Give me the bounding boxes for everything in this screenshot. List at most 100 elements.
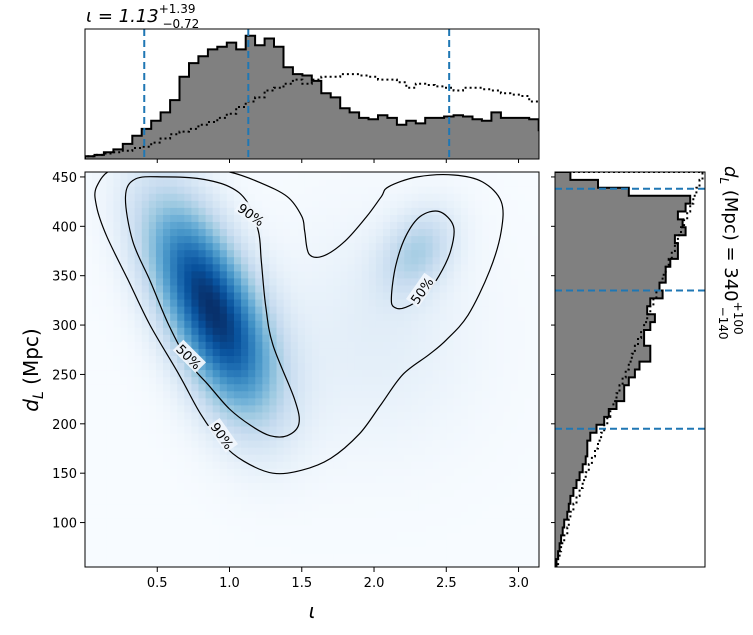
heatmap-cell (319, 306, 327, 314)
heatmap-cell (517, 362, 526, 371)
heatmap-cell (368, 228, 377, 237)
heatmap-cell (297, 179, 306, 187)
heatmap-cell (191, 404, 200, 413)
heatmap-cell (113, 313, 122, 321)
heatmap-cell (233, 327, 242, 335)
heatmap-cell (326, 348, 334, 356)
heatmap-cell (184, 559, 192, 567)
heatmap-cell (404, 538, 412, 547)
heatmap-cell (446, 489, 455, 498)
heatmap-cell (141, 538, 150, 547)
heatmap-cell (468, 531, 476, 540)
heatmap-cell (304, 545, 313, 554)
heatmap-cell (333, 531, 341, 540)
heatmap-cell (170, 454, 178, 462)
contour-label-background (207, 417, 239, 453)
top-panel-ticks (156, 159, 520, 163)
heatmap-cell (85, 397, 93, 406)
heatmap-cell (397, 256, 405, 265)
heatmap-cell (170, 348, 178, 356)
heatmap-cell (375, 425, 384, 434)
heatmap-cell (354, 510, 363, 519)
heatmap-cell (489, 461, 498, 469)
heatmap-cell (155, 489, 164, 498)
heatmap-cell (446, 404, 455, 413)
heatmap-cell (219, 524, 228, 533)
heatmap-cell (262, 369, 271, 378)
heatmap-cell (113, 425, 122, 434)
heatmap-cell (106, 277, 114, 286)
heatmap-cell (155, 454, 164, 462)
heatmap-cell (92, 207, 100, 215)
heatmap-cell (141, 334, 150, 342)
heatmap-cell (382, 270, 391, 279)
heatmap-cell (460, 214, 469, 222)
x-tick-label: 1.0 (219, 576, 240, 591)
heatmap-cell (418, 362, 427, 371)
heatmap-cell (219, 249, 228, 258)
heatmap-cell (375, 390, 384, 399)
heatmap-cell (155, 397, 164, 406)
heatmap-cell (404, 355, 412, 364)
heatmap-cell (354, 517, 363, 526)
heatmap-cell (390, 306, 398, 314)
heatmap-cell (517, 552, 526, 561)
heatmap-cell (283, 270, 292, 279)
heatmap-cell (375, 334, 384, 342)
heatmap-cell (524, 447, 533, 455)
heatmap-cell (397, 193, 405, 201)
heatmap-cell (120, 383, 129, 392)
heatmap-cell (503, 447, 512, 455)
heatmap-cell (503, 432, 512, 441)
heatmap-cell (361, 545, 370, 554)
heatmap-cell (205, 496, 214, 505)
heatmap-cell (297, 277, 306, 286)
heatmap-cell (283, 172, 292, 180)
heatmap-cell (233, 496, 242, 505)
heatmap-cell (468, 249, 476, 258)
heatmap-cell (489, 545, 498, 554)
heatmap-cell (226, 425, 235, 434)
heatmap-cell (340, 383, 349, 392)
heatmap-cell (446, 277, 455, 286)
y-tick-label: 200 (52, 418, 77, 433)
heatmap-cell (212, 298, 221, 307)
heatmap-cell (326, 193, 334, 201)
heatmap-cell (368, 249, 377, 258)
heatmap-cell (120, 369, 129, 378)
heatmap-cell (312, 383, 320, 392)
heatmap-cell (85, 411, 93, 420)
heatmap-cell (404, 369, 412, 378)
heatmap-cell (354, 284, 363, 293)
heatmap-cell (297, 482, 306, 491)
heatmap-cell (460, 242, 469, 251)
heatmap-cell (148, 454, 157, 462)
heatmap-cell (390, 503, 398, 512)
heatmap-cell (312, 291, 320, 300)
heatmap-cell (248, 482, 256, 491)
heatmap-cell (453, 306, 462, 314)
heatmap-cell (404, 447, 412, 455)
heatmap-cell (460, 369, 469, 378)
heatmap-cell (191, 418, 200, 427)
heatmap-cell (255, 256, 263, 265)
heatmap-cell (170, 298, 178, 307)
heatmap-cell (432, 235, 441, 244)
heatmap-cell (269, 179, 278, 187)
heatmap-cell (212, 270, 221, 279)
heatmap-cell (269, 291, 278, 300)
heatmap-cell (262, 418, 271, 427)
heatmap-cell (312, 242, 320, 251)
heatmap-cell (163, 524, 171, 533)
heatmap-cell (475, 186, 483, 194)
heatmap-cell (191, 200, 200, 208)
heatmap-cell (297, 468, 306, 476)
heatmap-cell (411, 496, 419, 505)
heatmap-cell (368, 214, 377, 222)
heatmap-cell (205, 440, 214, 448)
x-axis-label: ι (309, 599, 316, 623)
heatmap-cell (425, 383, 434, 392)
heatmap-cell (255, 552, 263, 561)
heatmap-cell (319, 538, 327, 547)
heatmap-cell (375, 440, 384, 448)
